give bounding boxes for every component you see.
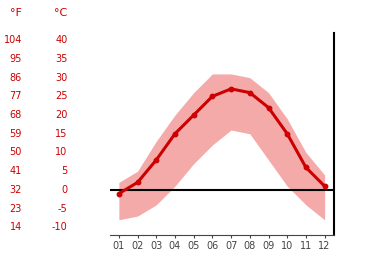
Text: 104: 104 (4, 35, 22, 45)
Text: 25: 25 (55, 91, 68, 101)
Text: 30: 30 (55, 73, 68, 83)
Text: 50: 50 (9, 147, 22, 158)
Text: 77: 77 (9, 91, 22, 101)
Text: 32: 32 (9, 185, 22, 195)
Text: 68: 68 (9, 110, 22, 120)
Text: 5: 5 (61, 166, 68, 176)
Text: 41: 41 (9, 166, 22, 176)
Text: 95: 95 (9, 54, 22, 64)
Text: 20: 20 (55, 110, 68, 120)
Text: °C: °C (54, 8, 68, 18)
Text: -5: -5 (58, 204, 68, 213)
Text: -10: -10 (52, 222, 68, 232)
Text: 59: 59 (9, 129, 22, 139)
Text: 23: 23 (9, 204, 22, 213)
Text: 10: 10 (55, 147, 68, 158)
Text: 0: 0 (61, 185, 68, 195)
Text: 35: 35 (55, 54, 68, 64)
Text: 40: 40 (55, 35, 68, 45)
Text: 14: 14 (9, 222, 22, 232)
Text: 86: 86 (9, 73, 22, 83)
Text: °F: °F (10, 8, 22, 18)
Text: 15: 15 (55, 129, 68, 139)
